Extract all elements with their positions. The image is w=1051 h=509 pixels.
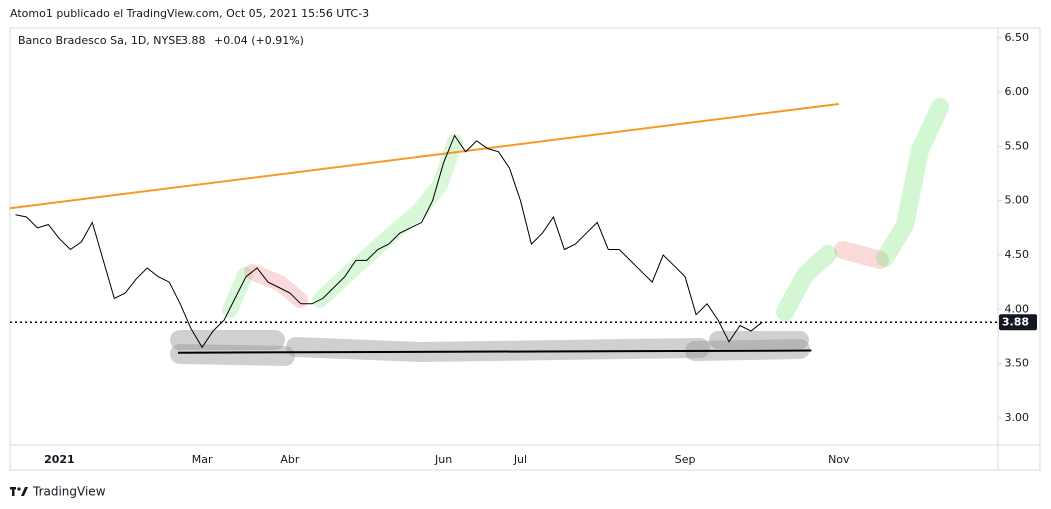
trend-line (9, 103, 839, 210)
logo-shape (12, 487, 15, 496)
green-brush (876, 98, 949, 267)
x-tick-label: Jul (513, 453, 527, 466)
y-tick-label: 6.50 (1005, 31, 1030, 44)
y-tick-label: 3.00 (1005, 411, 1030, 424)
y-tick-label: 6.00 (1005, 85, 1030, 98)
x-tick-label: 2021 (44, 453, 75, 466)
logo: 6.50 6.00 5.50 5.00 4.50 4.00 3.50 3.00 2021 Mar A… (10, 31, 1029, 496)
y-tick-label: 4.50 (1005, 248, 1030, 261)
legend-price: 3.88 (181, 34, 206, 47)
y-tick-label: 3.50 (1005, 357, 1030, 370)
support-line (177, 349, 812, 354)
chart-frame (9, 27, 1041, 471)
x-tick-label: Nov (828, 453, 850, 466)
red-brush (834, 241, 889, 269)
publisher-note: Atomo1 publicado el TradingView.com, Oct… (10, 7, 369, 20)
symbol-label: Banco Bradesco Sa, 1D, NYSE (18, 34, 182, 47)
logo-shape (21, 487, 28, 496)
red-brush (244, 264, 308, 308)
x-tick-label: Jun (434, 453, 452, 466)
gray-brush (170, 344, 295, 366)
price-line (15, 134, 763, 349)
x-tick-label: Abr (280, 453, 300, 466)
logo-shape (17, 487, 21, 491)
y-tick-label: 4.00 (1005, 302, 1030, 315)
x-tick-label: Mar (192, 453, 213, 466)
x-tick-label: Sep (675, 453, 696, 466)
legend-change: +0.04 (+0.91%) (214, 34, 304, 47)
green-brush (776, 245, 837, 321)
y-tick-label: 5.00 (1005, 194, 1030, 207)
y-tick-label: 5.50 (1005, 139, 1030, 152)
last-price-label: 3.88 (1002, 315, 1029, 328)
last-price-box (999, 314, 1037, 331)
footer-brand: TradingView (32, 485, 106, 499)
